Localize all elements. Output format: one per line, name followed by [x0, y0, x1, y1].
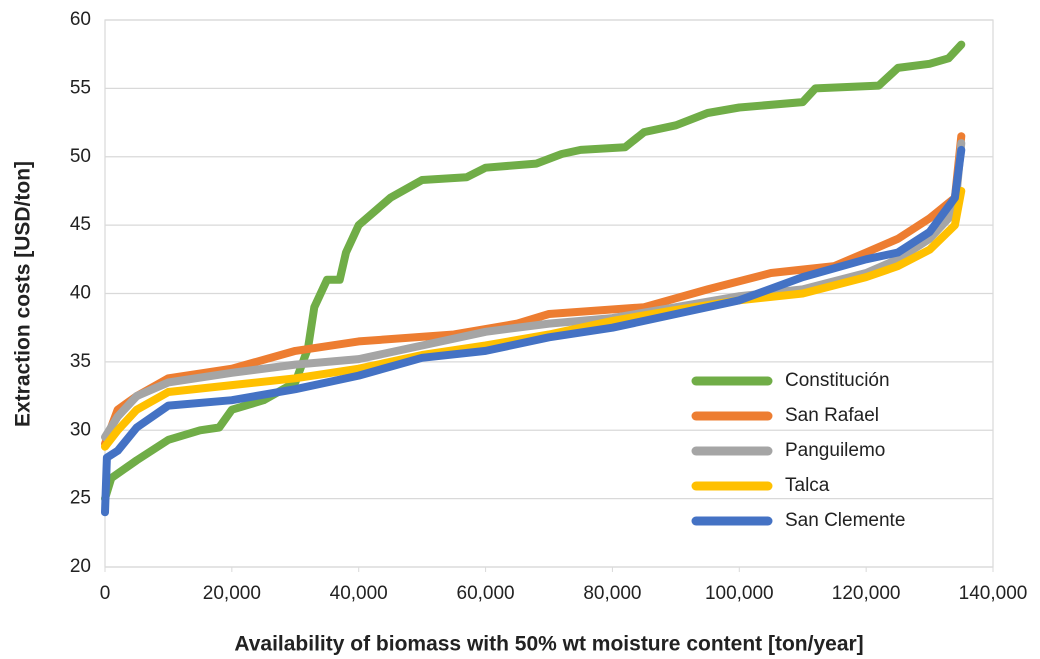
series-line	[101, 145, 966, 517]
legend-label: Constitución	[785, 370, 890, 391]
x-tick-label: 40,000	[330, 583, 388, 604]
x-tick-label: 120,000	[832, 583, 901, 604]
x-axis-title: Availability of biomass with 50% wt mois…	[234, 633, 863, 656]
y-tick-label: 30	[70, 419, 91, 440]
x-tick-label: 80,000	[583, 583, 641, 604]
y-tick-label: 45	[70, 214, 91, 235]
y-axis-title: Extraction costs [USD/ton]	[12, 161, 35, 427]
legend-label: San Rafael	[785, 405, 879, 426]
y-tick-label: 40	[70, 283, 91, 304]
x-tick-label: 60,000	[457, 583, 515, 604]
series-line	[101, 139, 966, 442]
y-tick-label: 50	[70, 146, 91, 167]
y-tick-label: 35	[70, 351, 91, 372]
legend-label: San Clemente	[785, 510, 905, 531]
series-line	[101, 40, 966, 503]
y-tick-label: 55	[70, 77, 91, 98]
y-tick-label: 25	[70, 488, 91, 509]
x-tick-label: 100,000	[705, 583, 774, 604]
plot-border	[104, 19, 994, 568]
legend-label: Talca	[785, 475, 830, 496]
y-tick-label: 60	[70, 9, 91, 30]
x-tick-label: 0	[100, 583, 111, 604]
x-tick-label: 140,000	[959, 583, 1028, 604]
legend-label: Panguilemo	[785, 440, 885, 461]
x-tick-label: 20,000	[203, 583, 261, 604]
y-tick-label: 20	[70, 556, 91, 577]
series-line	[101, 132, 966, 448]
